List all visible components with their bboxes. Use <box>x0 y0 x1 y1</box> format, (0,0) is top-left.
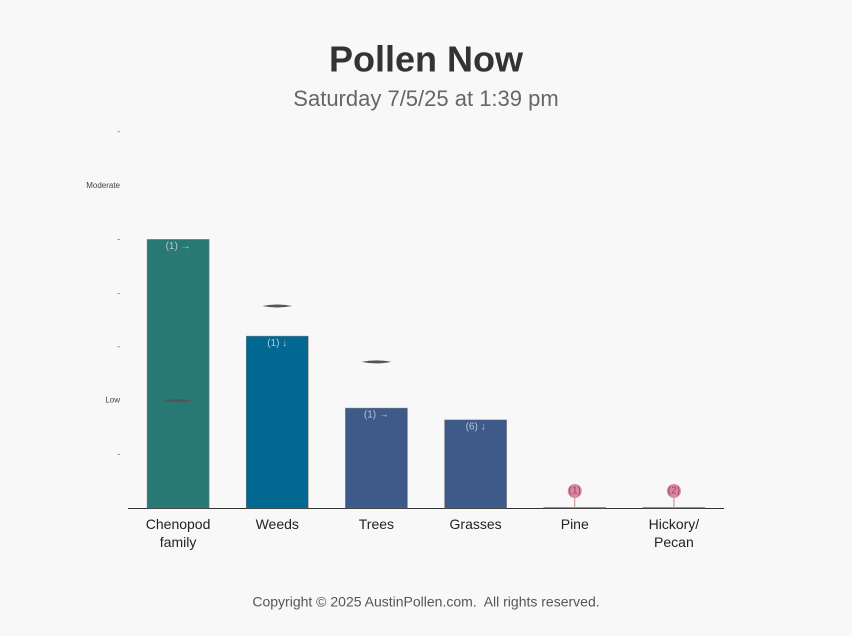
value-label: (6) ↓ <box>466 422 486 433</box>
bar <box>345 407 408 509</box>
x-tick-label: Weeds <box>255 516 299 532</box>
value-label: (1) <box>569 486 581 497</box>
bar <box>444 419 507 509</box>
previous-marker <box>163 399 194 403</box>
x-tick-label: Grasses <box>449 516 502 532</box>
value-label: (1) ↓ <box>267 338 287 349</box>
previous-marker <box>361 360 392 364</box>
bar <box>146 239 210 509</box>
footer: Copyright © 2025 AustinPollen.com. All r… <box>252 594 599 610</box>
previous-marker <box>262 304 293 308</box>
y-tick-label: - <box>117 235 120 244</box>
label-badge <box>666 484 681 498</box>
value-label: (1) → <box>364 410 389 421</box>
value-label: (1) → <box>166 241 191 252</box>
label-badge <box>567 484 582 498</box>
chart-title: Pollen Now <box>329 39 524 80</box>
x-tick-label: Chenopod family <box>145 516 211 550</box>
value-label: (2) <box>668 486 680 497</box>
x-tick-label: Hickory/ Pecan <box>648 516 700 550</box>
y-tick-label: - <box>117 288 120 297</box>
x-tick-label: Pine <box>560 516 589 532</box>
y-tick-label: - <box>117 342 120 351</box>
chart-subtitle: Saturday 7/5/25 at 1:39 pm <box>293 86 558 111</box>
y-tick-label: - <box>117 449 120 458</box>
y-tick-label: - <box>117 127 120 136</box>
bar <box>246 335 309 509</box>
x-tick-label: Trees <box>358 516 395 532</box>
y-tick-label: Low <box>105 396 120 405</box>
y-tick-label: Moderate <box>86 181 120 190</box>
